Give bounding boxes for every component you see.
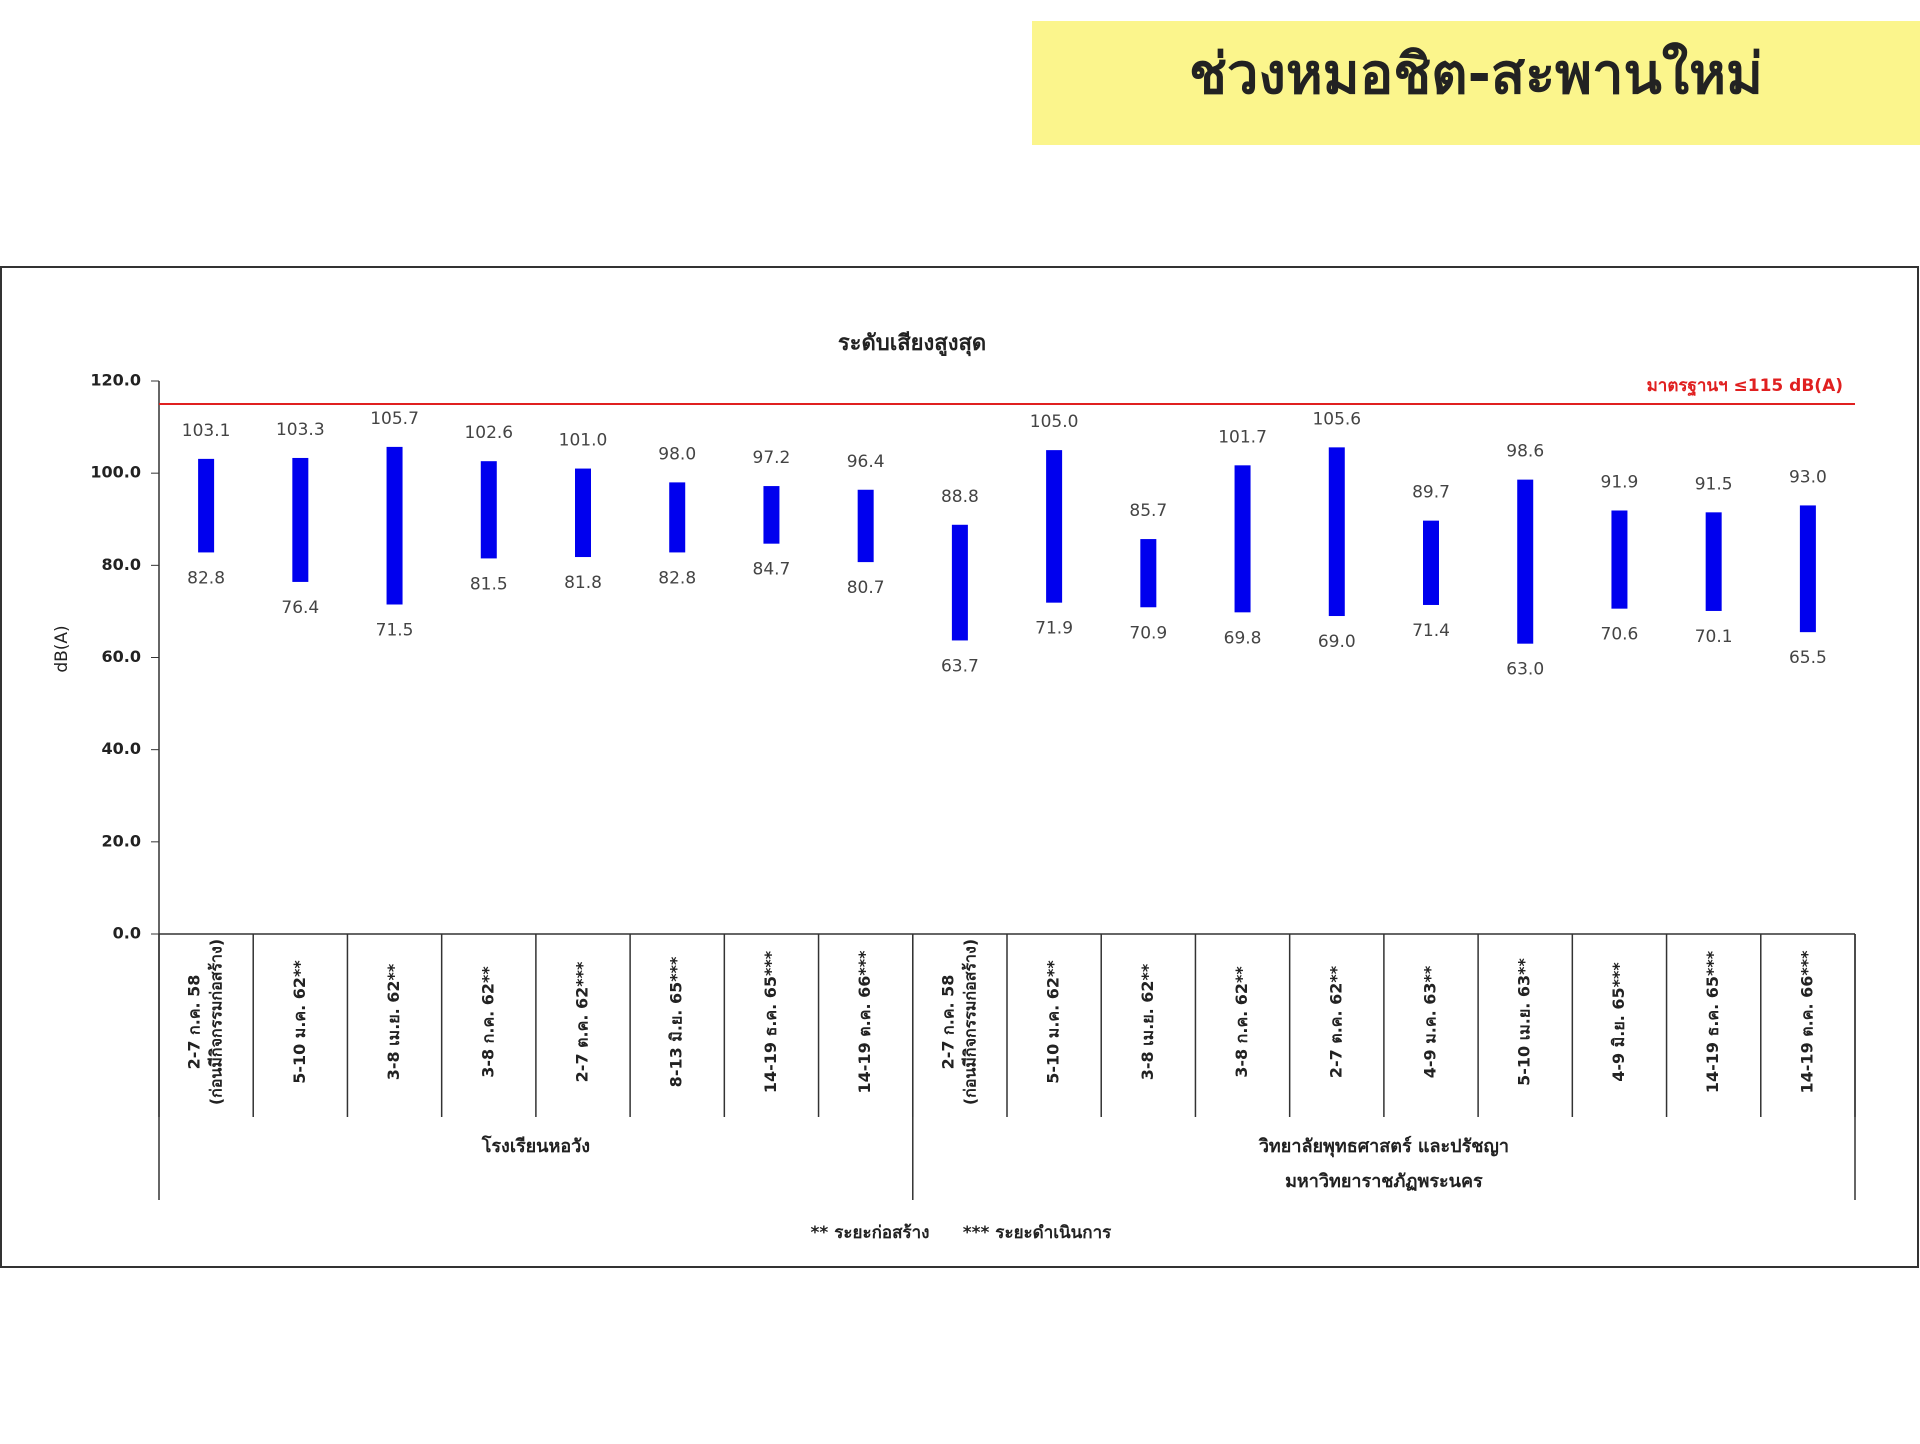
group-label: โรงเรียนหอวัง bbox=[481, 1135, 590, 1157]
range-bar bbox=[1328, 447, 1345, 617]
range-bar bbox=[292, 457, 309, 582]
range-bar bbox=[951, 524, 968, 641]
y-tick-label: 120.0 bbox=[90, 371, 141, 390]
max-label: 103.1 bbox=[182, 421, 231, 441]
max-label: 105.0 bbox=[1030, 412, 1079, 432]
min-label: 71.9 bbox=[1035, 619, 1073, 639]
min-label: 81.5 bbox=[470, 574, 508, 594]
max-label: 98.6 bbox=[1506, 442, 1544, 462]
range-bar bbox=[1517, 479, 1534, 644]
header-box bbox=[1032, 21, 1920, 145]
range-bar bbox=[1705, 512, 1722, 611]
max-label: 88.8 bbox=[941, 487, 979, 507]
max-label: 103.3 bbox=[276, 420, 325, 440]
x-tick-label: 3-8 ก.ค. 62** bbox=[1232, 966, 1251, 1078]
chart-title: ระดับเสียงสูงสุด bbox=[838, 331, 986, 357]
y-tick-label: 0.0 bbox=[113, 924, 141, 943]
x-tick-label: 4-9 ม.ค. 63** bbox=[1421, 965, 1440, 1078]
y-tick-label: 20.0 bbox=[102, 831, 141, 850]
max-label: 102.6 bbox=[464, 423, 513, 443]
max-label: 93.0 bbox=[1789, 467, 1827, 487]
y-tick-label: 60.0 bbox=[102, 647, 141, 666]
min-label: 69.8 bbox=[1224, 628, 1262, 648]
max-label: 85.7 bbox=[1129, 501, 1167, 521]
x-tick-label: (ก่อนมีกิจกรรมก่อสร้าง) bbox=[207, 939, 226, 1105]
range-bar bbox=[857, 489, 874, 563]
x-tick-label: 14-19 ธ.ค. 65*** bbox=[761, 950, 780, 1093]
range-bar bbox=[198, 458, 215, 553]
range-bar bbox=[1423, 520, 1439, 605]
min-label: 63.7 bbox=[941, 656, 979, 676]
min-label: 70.1 bbox=[1695, 627, 1733, 647]
x-tick-label: (ก่อนมีกิจกรรมก่อสร้าง) bbox=[960, 939, 979, 1105]
range-bar bbox=[669, 482, 686, 553]
x-tick-label: 2-7 ก.ค. 58 bbox=[185, 975, 204, 1070]
min-label: 63.0 bbox=[1506, 660, 1544, 680]
y-axis-label: dB(A) bbox=[52, 625, 72, 672]
range-bar bbox=[1799, 505, 1816, 633]
min-label: 84.7 bbox=[753, 560, 791, 580]
max-label: 97.2 bbox=[753, 448, 791, 468]
max-label: 101.7 bbox=[1218, 427, 1267, 447]
range-bar bbox=[763, 486, 780, 544]
max-label: 91.5 bbox=[1695, 474, 1733, 494]
reference-label: มาตรฐานฯ ≤115 dB(A) bbox=[1647, 376, 1843, 397]
range-bar bbox=[1234, 465, 1251, 613]
x-tick-label: 14-19 ต.ค. 66*** bbox=[1797, 950, 1816, 1094]
x-tick-label: 5-10 ม.ค. 62** bbox=[290, 960, 309, 1084]
y-tick-label: 80.0 bbox=[102, 555, 141, 574]
x-tick-label: 3-8 ก.ค. 62** bbox=[478, 966, 497, 1078]
x-tick-label: 5-10 เม.ย. 63** bbox=[1515, 958, 1534, 1086]
footnote: ** ระยะก่อสร้าง bbox=[811, 1223, 930, 1243]
x-tick-label: 14-19 ธ.ค. 65*** bbox=[1703, 950, 1722, 1093]
min-label: 69.0 bbox=[1318, 632, 1356, 652]
min-label: 65.5 bbox=[1789, 648, 1827, 668]
y-tick-label: 100.0 bbox=[90, 463, 141, 482]
max-label: 105.6 bbox=[1312, 409, 1361, 429]
chart-border bbox=[0, 266, 1919, 1268]
max-label: 89.7 bbox=[1412, 483, 1450, 503]
min-label: 82.8 bbox=[187, 568, 225, 588]
x-tick-label: 2-7 ต.ค. 62** bbox=[1326, 965, 1345, 1078]
x-tick-label: 3-8 เม.ย. 62** bbox=[384, 963, 403, 1080]
range-bar bbox=[480, 461, 497, 559]
range-bar bbox=[386, 446, 403, 605]
max-label: 91.9 bbox=[1601, 472, 1639, 492]
x-tick-label: 2-7 ก.ค. 58 bbox=[938, 975, 957, 1070]
x-tick-label: 5-10 ม.ค. 62** bbox=[1044, 960, 1063, 1084]
header-title: ช่วงหมอชิต-สะพานใหม่ bbox=[1189, 41, 1763, 107]
x-tick-label: 14-19 ต.ค. 66*** bbox=[855, 950, 874, 1094]
min-label: 80.7 bbox=[847, 578, 885, 598]
footnote: *** ระยะดำเนินการ bbox=[963, 1223, 1112, 1243]
x-tick-label: 3-8 เม.ย. 62** bbox=[1138, 963, 1157, 1080]
min-label: 82.8 bbox=[658, 568, 696, 588]
range-bar bbox=[1046, 450, 1063, 603]
max-label: 98.0 bbox=[658, 444, 696, 464]
y-tick-label: 40.0 bbox=[102, 739, 141, 758]
max-label: 101.0 bbox=[559, 431, 608, 451]
max-label: 96.4 bbox=[847, 452, 885, 472]
x-tick-label: 4-9 มิ.ย. 65*** bbox=[1609, 962, 1628, 1082]
min-label: 70.9 bbox=[1129, 623, 1167, 643]
x-tick-label: 2-7 ต.ค. 62*** bbox=[573, 961, 592, 1082]
group-label: วิทยาลัยพุทธศาสตร์ และปรัชญา bbox=[1258, 1135, 1509, 1158]
min-label: 70.6 bbox=[1601, 625, 1639, 645]
min-label: 71.4 bbox=[1412, 621, 1450, 641]
range-bar bbox=[1611, 510, 1628, 609]
min-label: 81.8 bbox=[564, 573, 602, 593]
min-label: 71.5 bbox=[376, 621, 414, 641]
min-label: 76.4 bbox=[281, 598, 319, 618]
max-label: 105.7 bbox=[370, 409, 419, 429]
range-bar bbox=[1140, 539, 1157, 608]
range-bar bbox=[575, 468, 591, 558]
x-tick-label: 8-13 มิ.ย. 65*** bbox=[667, 956, 686, 1087]
group-label: มหาวิทยาราชภัฏพระนคร bbox=[1285, 1171, 1483, 1192]
